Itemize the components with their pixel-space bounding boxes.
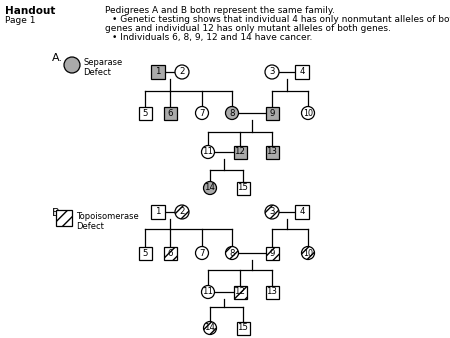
Bar <box>295 65 309 79</box>
Text: 13: 13 <box>266 288 278 296</box>
Circle shape <box>265 205 279 219</box>
Bar <box>151 65 165 79</box>
Text: 9: 9 <box>269 108 274 118</box>
Text: 11: 11 <box>202 147 213 156</box>
Bar <box>151 205 165 219</box>
Circle shape <box>302 246 315 260</box>
Text: 5: 5 <box>142 248 148 258</box>
Bar <box>163 246 176 260</box>
Text: Page 1: Page 1 <box>5 16 36 25</box>
Bar <box>163 106 176 120</box>
Text: 3: 3 <box>269 208 275 217</box>
Circle shape <box>302 106 315 120</box>
Text: 4: 4 <box>299 68 305 76</box>
Text: genes and individual 12 has only mutant alleles of both genes.: genes and individual 12 has only mutant … <box>105 24 391 33</box>
Bar <box>266 286 279 298</box>
Circle shape <box>265 65 279 79</box>
Bar <box>234 286 247 298</box>
Text: 10: 10 <box>303 248 313 258</box>
Circle shape <box>203 182 216 194</box>
Bar <box>295 205 309 219</box>
Bar <box>139 106 152 120</box>
Circle shape <box>202 145 215 159</box>
Circle shape <box>64 57 80 73</box>
Text: 6: 6 <box>167 248 173 258</box>
Circle shape <box>175 65 189 79</box>
Text: Handout: Handout <box>5 6 55 16</box>
Text: 7: 7 <box>199 108 205 118</box>
Text: 2: 2 <box>179 68 185 76</box>
Text: Pedigrees A and B both represent the same family.: Pedigrees A and B both represent the sam… <box>105 6 335 15</box>
Bar <box>237 321 249 335</box>
Text: 1: 1 <box>155 208 161 217</box>
Circle shape <box>175 205 189 219</box>
Bar <box>56 210 72 226</box>
Text: 14: 14 <box>204 184 216 193</box>
Text: 13: 13 <box>266 147 278 156</box>
Bar <box>139 246 152 260</box>
Circle shape <box>203 321 216 335</box>
Text: 2: 2 <box>179 208 185 217</box>
Text: 10: 10 <box>303 108 313 118</box>
Text: 9: 9 <box>269 248 274 258</box>
Text: • Genetic testing shows that individual 4 has only nonmutant alleles of both: • Genetic testing shows that individual … <box>112 15 450 24</box>
Circle shape <box>202 286 215 298</box>
Text: 7: 7 <box>199 248 205 258</box>
Text: 11: 11 <box>202 288 213 296</box>
Text: 8: 8 <box>229 108 235 118</box>
Bar <box>266 106 279 120</box>
Text: 15: 15 <box>238 184 248 193</box>
Text: 5: 5 <box>142 108 148 118</box>
Text: Topoisomerase
Defect: Topoisomerase Defect <box>76 212 139 232</box>
Text: 15: 15 <box>238 323 248 333</box>
Circle shape <box>225 106 238 120</box>
Text: 8: 8 <box>229 248 235 258</box>
Text: 4: 4 <box>299 208 305 217</box>
Text: 14: 14 <box>204 323 216 333</box>
Text: 12: 12 <box>234 147 246 156</box>
Circle shape <box>225 246 238 260</box>
Text: 1: 1 <box>155 68 161 76</box>
Circle shape <box>195 246 208 260</box>
Bar <box>234 145 247 159</box>
Text: A.: A. <box>52 53 63 63</box>
Text: 12: 12 <box>234 288 246 296</box>
Text: 6: 6 <box>167 108 173 118</box>
Circle shape <box>195 106 208 120</box>
Text: • Individuals 6, 8, 9, 12 and 14 have cancer.: • Individuals 6, 8, 9, 12 and 14 have ca… <box>112 33 312 42</box>
Bar <box>237 182 249 194</box>
Bar <box>266 246 279 260</box>
Text: Separase
Defect: Separase Defect <box>83 58 122 77</box>
Text: 3: 3 <box>269 68 275 76</box>
Bar <box>266 145 279 159</box>
Text: B.: B. <box>52 208 63 218</box>
